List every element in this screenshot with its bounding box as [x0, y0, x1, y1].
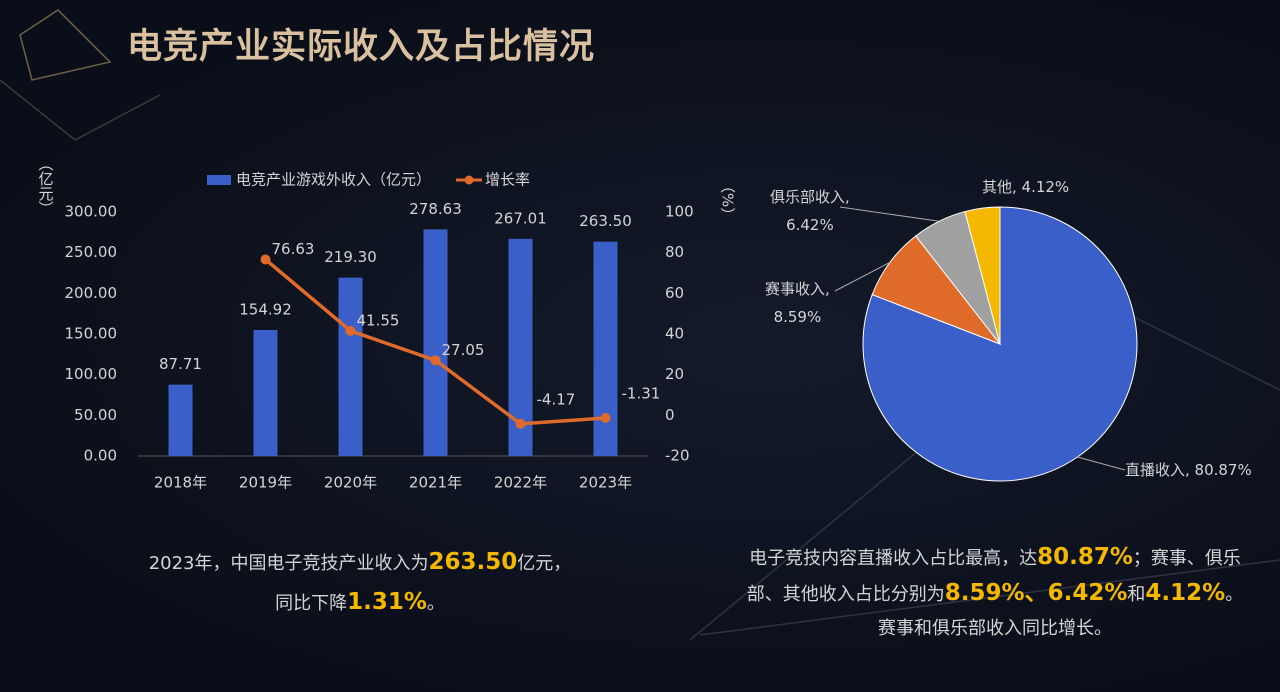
caption-text: 和 [1127, 584, 1146, 605]
bar-value-label: 263.50 [579, 212, 632, 230]
pie-label: 直播收入, 80.87% [1125, 461, 1252, 479]
pie-label: 俱乐部收入, 6.42% [770, 188, 850, 234]
legend-swatch [464, 175, 474, 185]
caption-text: 亿元， [517, 553, 572, 574]
slide-title: 电竞产业实际收入及占比情况 [127, 27, 596, 67]
line-value-label: 76.63 [272, 240, 315, 258]
y2-tick-label: 40 [665, 325, 684, 343]
line-point [260, 254, 271, 265]
bar-value-label: 267.01 [494, 209, 547, 227]
line-value-label: 41.55 [357, 311, 400, 329]
caption-highlight: 8.59%、6.42% [944, 580, 1128, 606]
caption-text: 同比下降 [275, 593, 348, 614]
caption-highlight: 4.12% [1145, 580, 1226, 606]
x-tick-label: 2020年 [324, 474, 377, 492]
x-tick-label: 2022年 [494, 474, 547, 492]
axis-title: （%） [719, 178, 737, 222]
line-point [515, 418, 526, 429]
pie-label: 其他, 4.12% [982, 178, 1070, 196]
caption-left: 2023年，中国电子竞技产业收入为263.50亿元， 同比下降1.31%。 [60, 543, 660, 623]
pie-label: 赛事收入, 8.59% [765, 280, 830, 326]
x-tick-label: 2023年 [579, 474, 632, 492]
y-tick-label: 150.00 [65, 325, 118, 343]
y-tick-label: 100.00 [65, 365, 118, 383]
caption-text: ；赛事、俱乐 [1132, 548, 1241, 569]
x-tick-label: 2018年 [154, 474, 207, 492]
bar [253, 329, 278, 456]
leader-line [1077, 456, 1126, 471]
line-point [600, 412, 611, 423]
bar-value-label: 154.92 [239, 300, 292, 318]
bar [338, 277, 363, 456]
line-point [345, 325, 356, 336]
y2-tick-label: 80 [665, 243, 684, 261]
bar-value-label: 87.71 [159, 355, 202, 373]
caption-highlight: 80.87% [1037, 544, 1133, 570]
caption-line: 2023年，中国电子竞技产业收入为263.50亿元， [60, 543, 660, 583]
y2-tick-label: 100 [665, 203, 694, 221]
caption-text: 2023年，中国电子竞技产业收入为 [148, 553, 429, 574]
caption-text: 。 [426, 593, 445, 614]
legend-swatch [207, 175, 231, 185]
legend-label: 增长率 [485, 171, 530, 189]
caption-text: 电子竞技内容直播收入占比最高，达 [749, 548, 1038, 569]
axis-title: （亿元） [37, 156, 55, 216]
caption-highlight: 1.31% [347, 589, 427, 615]
y-tick-label: 200.00 [65, 284, 118, 302]
line-value-label: 27.05 [442, 341, 485, 359]
bar [168, 384, 193, 456]
caption-text: 。 [1225, 584, 1244, 605]
caption-line: 同比下降1.31%。 [60, 583, 660, 623]
line-point [430, 355, 441, 366]
caption-right: 电子竞技内容直播收入占比最高，达80.87%；赛事、俱乐 部、其他收入占比分别为8… [715, 540, 1275, 646]
caption-text: 赛事和俱乐部收入同比增长。 [878, 618, 1112, 639]
y2-tick-label: 20 [665, 365, 684, 383]
caption-line: 电子竞技内容直播收入占比最高，达80.87%；赛事、俱乐 [715, 540, 1275, 576]
caption-highlight: 263.50 [428, 549, 518, 575]
line-value-label: -4.17 [537, 390, 576, 408]
y-tick-label: 0.00 [84, 447, 117, 465]
x-tick-label: 2019年 [239, 474, 292, 492]
caption-line: 赛事和俱乐部收入同比增长。 [715, 612, 1275, 646]
x-tick-label: 2021年 [409, 474, 462, 492]
bar-value-label: 278.63 [409, 200, 462, 218]
y-tick-label: 300.00 [65, 203, 118, 221]
y2-tick-label: 0 [665, 406, 675, 424]
pie-slice [964, 206, 1001, 345]
y-tick-label: 50.00 [74, 406, 117, 424]
leader-line [834, 261, 891, 292]
y-tick-label: 250.00 [65, 243, 118, 261]
bar-value-label: 219.30 [324, 248, 377, 266]
caption-line: 部、其他收入占比分别为8.59%、6.42%和4.12%。 [715, 576, 1275, 612]
y2-tick-label: -20 [665, 447, 690, 465]
legend-label: 电竞产业游戏外收入（亿元） [236, 171, 431, 189]
leader-line [839, 206, 940, 222]
y2-tick-label: 60 [665, 284, 684, 302]
caption-text: 部、其他收入占比分别为 [746, 584, 945, 605]
line-value-label: -1.31 [622, 384, 661, 402]
bar [423, 229, 448, 456]
bar [593, 241, 618, 456]
